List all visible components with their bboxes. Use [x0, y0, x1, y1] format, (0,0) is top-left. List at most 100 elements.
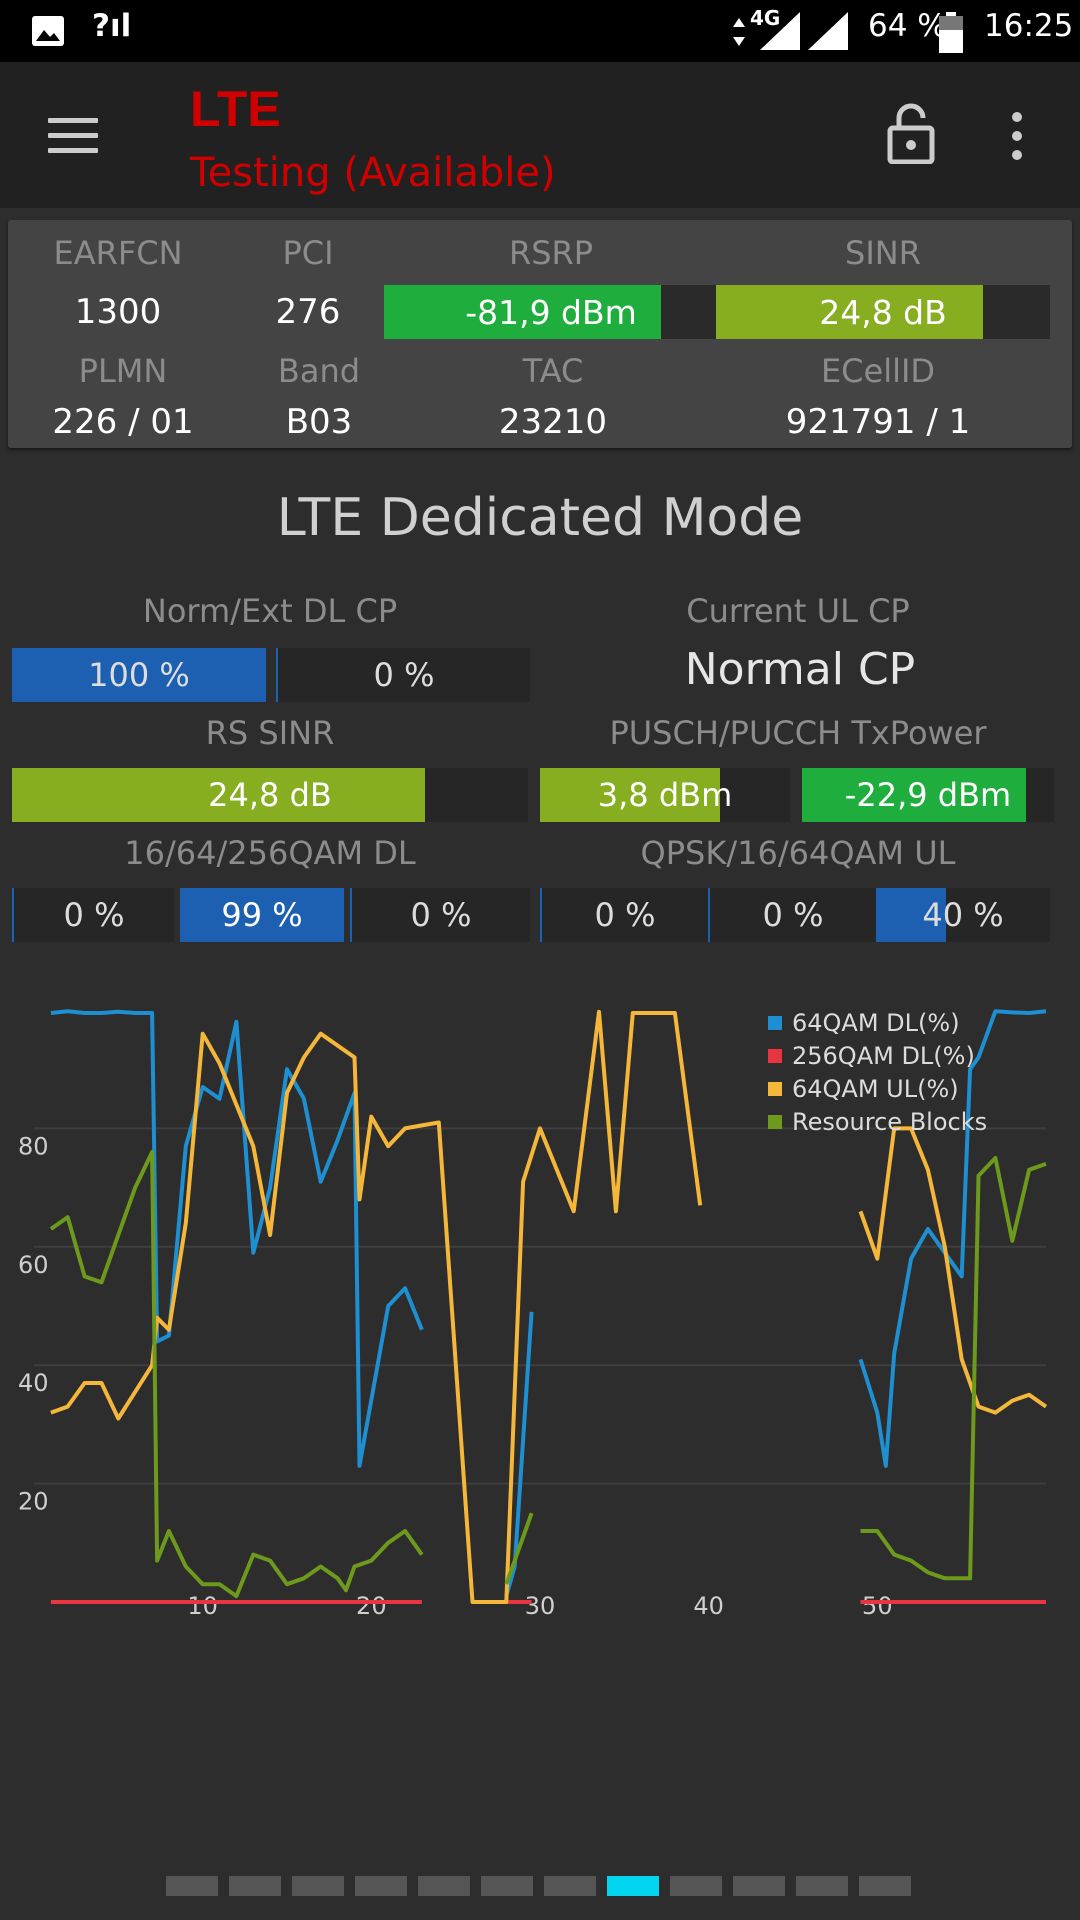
ul-cp-value: Normal CP [684, 644, 916, 695]
ecellid-label: ECellID [820, 352, 936, 390]
ul-cp-label: Current UL CP [686, 592, 910, 630]
page-dot[interactable] [166, 1876, 218, 1896]
sinr-value: 24,8 dB [819, 292, 947, 332]
dl-cp-extended-value: 0 % [373, 656, 435, 694]
series-line [50, 1009, 703, 1604]
dl-cp-normal-value: 100 % [88, 656, 190, 694]
qam-history-chart: 20 40 60 80 10 20 30 40 50 64QAM DL(%) 256QAM DL(%… [18, 1009, 1048, 1620]
data-arrows-icon [733, 18, 745, 46]
band-value: B03 [285, 402, 353, 442]
page-dot[interactable] [733, 1876, 785, 1896]
series-line [504, 1512, 534, 1585]
page-dot[interactable] [481, 1876, 533, 1896]
qam-ul-64-value: 40 % [922, 896, 1004, 934]
qam-ul-64-fill [876, 888, 946, 942]
earfcn-value: 1300 [74, 292, 162, 332]
pci-value: 276 [275, 292, 341, 332]
qam-ul-label: QPSK/16/64QAM UL [640, 834, 956, 872]
y-tick-label: 20 [18, 1488, 49, 1516]
rsrp-bar-fill [384, 285, 662, 339]
band-label: Band [277, 352, 361, 390]
pusch-fill [540, 768, 720, 822]
txpower-label: PUSCH/PUCCH TxPower [609, 714, 987, 752]
page-dot[interactable] [418, 1876, 470, 1896]
legend-swatch [768, 1115, 782, 1129]
page-dot[interactable] [670, 1876, 722, 1896]
page-dot[interactable] [229, 1876, 281, 1896]
rs-sinr-label: RS SINR [205, 714, 335, 752]
cell-info-panel: EARFCN PCI RSRP SINR 1300 276 -81,9 dBm … [8, 220, 1072, 448]
series-line [860, 1156, 1047, 1581]
pusch-value: 3,8 dBm [597, 776, 733, 814]
battery-percent: 64 % [868, 8, 947, 44]
pucch-fill [802, 768, 1027, 822]
qam-dl-64-bar: 99 % [180, 888, 344, 942]
page-dot[interactable] [607, 1876, 659, 1896]
dl-cp-label: Norm/Ext DL CP [142, 592, 398, 630]
x-tick-label: 10 [187, 1592, 218, 1620]
page-subtitle: Testing (Available) [190, 150, 556, 196]
tac-value: 23210 [498, 402, 608, 442]
legend-label: 64QAM UL(%) [792, 1075, 959, 1103]
tac-label: TAC [522, 352, 584, 390]
page-dot[interactable] [355, 1876, 407, 1896]
signal-icon [808, 12, 848, 50]
page-title: LTE [190, 81, 281, 137]
legend-label: Resource Blocks [792, 1108, 987, 1136]
signal-4g-icon [760, 12, 800, 50]
x-tick-label: 50 [862, 1592, 893, 1620]
more-vert-icon[interactable] [1010, 112, 1024, 160]
sinr-bar: 24,8 dB [716, 285, 1050, 339]
lock-icon[interactable] [886, 102, 936, 164]
pucch-bar: -22,9 dBm [802, 768, 1054, 822]
sinr-bar-fill [716, 285, 984, 339]
qam-dl-16-value: 0 % [63, 896, 125, 934]
rs-sinr-bar: 24,8 dB [12, 768, 528, 822]
gallery-icon [32, 16, 64, 46]
signal-text: ?ıl [92, 8, 132, 44]
qam-dl-256-value: 0 % [410, 896, 472, 934]
page-dot[interactable] [859, 1876, 911, 1896]
series-line [858, 1126, 1048, 1415]
x-tick-label: 40 [693, 1592, 724, 1620]
series-line [49, 1150, 424, 1599]
qam-dl-16-bar: 0 % [12, 888, 174, 942]
qam-ul-16-value: 0 % [762, 896, 824, 934]
battery-icon [939, 12, 963, 53]
legend-swatch [768, 1049, 782, 1063]
qam-dl-label: 16/64/256QAM DL [124, 834, 416, 872]
app-bar: LTE Testing (Available) [0, 62, 1080, 208]
series-line [50, 1009, 424, 1468]
legend-label: 256QAM DL(%) [792, 1042, 975, 1070]
section-title: LTE Dedicated Mode [276, 488, 804, 548]
qam-dl-256-bar: 0 % [350, 888, 530, 942]
rs-sinr-value: 24,8 dB [208, 776, 332, 814]
pucch-value: -22,9 dBm [844, 776, 1012, 814]
legend-label: 64QAM DL(%) [792, 1009, 960, 1037]
y-tick-label: 40 [18, 1369, 49, 1397]
page-dot[interactable] [796, 1876, 848, 1896]
y-tick-label: 80 [18, 1132, 49, 1160]
menu-icon[interactable] [48, 118, 98, 154]
pusch-bar: 3,8 dBm [540, 768, 790, 822]
plmn-value: 226 / 01 [52, 402, 194, 442]
dl-cp-extended-bar: 0 % [276, 648, 530, 702]
series-line [858, 1009, 1047, 1468]
y-tick-label: 60 [18, 1251, 49, 1279]
qam-ul-64-bar: 40 % [876, 888, 1050, 942]
clock: 16:25 [984, 8, 1074, 44]
earfcn-label: EARFCN [53, 234, 183, 272]
plmn-label: PLMN [78, 352, 168, 390]
qam-ul-16-bar: 0 % [708, 888, 876, 942]
x-tick-label: 20 [356, 1592, 387, 1620]
rs-sinr-fill [12, 768, 425, 822]
sinr-label: SINR [845, 234, 921, 272]
dl-cp-normal-fill [12, 648, 266, 702]
network-type: 4G [750, 6, 781, 30]
x-tick-label: 30 [525, 1592, 556, 1620]
legend-swatch [768, 1016, 782, 1030]
page-dot[interactable] [292, 1876, 344, 1896]
page-dot[interactable] [544, 1876, 596, 1896]
qam-ul-qpsk-value: 0 % [594, 896, 656, 934]
rsrp-value: -81,9 dBm [465, 292, 637, 332]
